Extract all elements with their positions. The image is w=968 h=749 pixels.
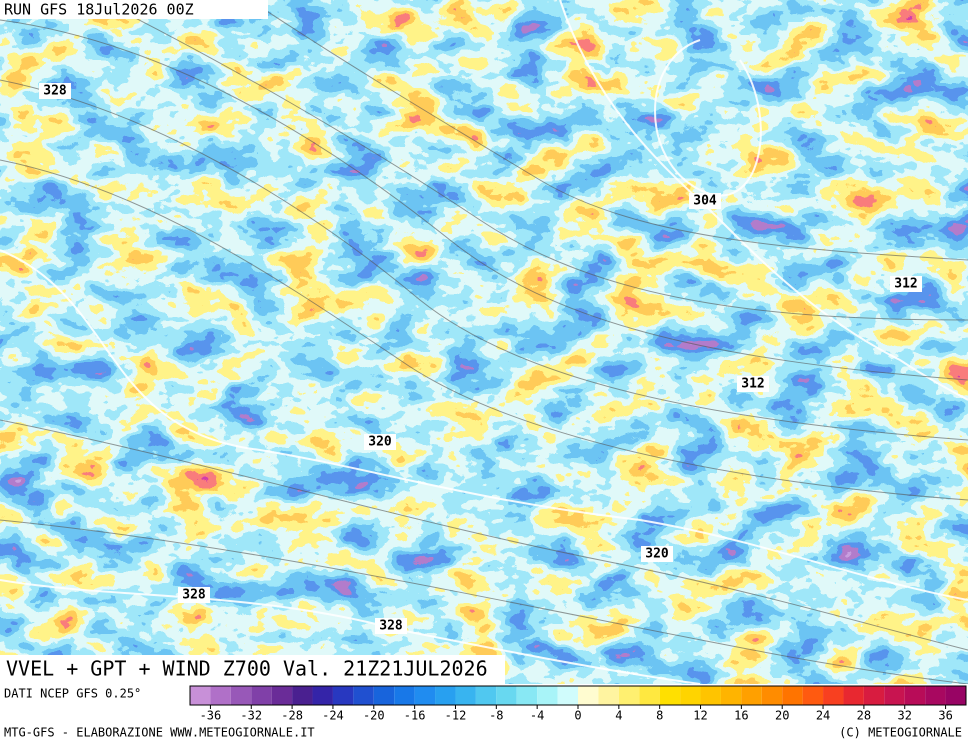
contour-label: 304: [693, 194, 717, 209]
colorbar-segment: [659, 686, 681, 705]
colorbar-tick-label: 16: [734, 709, 748, 723]
colorbar-segment: [435, 686, 456, 705]
contour-label: 320: [645, 547, 669, 562]
colorbar-segment: [863, 686, 885, 705]
contour-label: 328: [182, 588, 206, 603]
colorbar-tick-label: 20: [775, 709, 789, 723]
contour-label-box: [641, 546, 673, 562]
contour-label-box: [737, 376, 769, 392]
colorbar-tick-label: 8: [656, 709, 663, 723]
colorbar-segment: [945, 686, 966, 705]
colorbar-segment: [782, 686, 803, 705]
colorbar-segment: [537, 686, 558, 705]
colorbar-segment: [332, 686, 354, 705]
colorbar-segment: [394, 686, 415, 705]
colorbar-segment: [353, 686, 374, 705]
contour-label: 328: [379, 619, 403, 634]
colorbar-segment: [802, 686, 824, 705]
colorbar-tick-label: -36: [200, 709, 222, 723]
colorbar-segment: [312, 686, 333, 705]
credit: MTG-GFS - ELABORAZIONE WWW.METEOGIORNALE…: [4, 726, 315, 740]
colorbar-segment: [496, 686, 517, 705]
colorbar-segment: [680, 686, 701, 705]
colorbar-segment: [823, 686, 844, 705]
contour-label: 312: [894, 277, 917, 292]
colorbar-segment: [639, 686, 660, 705]
contour-label-box: [178, 587, 210, 603]
contour-label-box: [39, 83, 71, 99]
colorbar-tick-label: -12: [445, 709, 467, 723]
vvel-field: [0, 0, 968, 684]
colorbar-segment: [373, 686, 395, 705]
contour-labels: 328 304 312 312 320 320 328 328: [39, 83, 922, 634]
contour-label-box: [364, 434, 396, 450]
colorbar-segment: [720, 686, 742, 705]
map-title-box: [0, 655, 505, 684]
colorbar-tick-label: 24: [816, 709, 830, 723]
wind-streamlines: [0, 0, 968, 685]
run-box: [0, 0, 268, 19]
colorbar-segment: [190, 686, 211, 705]
colorbar-segment: [516, 686, 538, 705]
colorbar-tick-label: -16: [404, 709, 426, 723]
colorbar-segment: [230, 686, 252, 705]
colorbar-segment: [251, 686, 272, 705]
colorbar-segment: [618, 686, 640, 705]
colorbar-tick-label: -32: [240, 709, 262, 723]
contour-label-box: [689, 193, 721, 209]
colorbar-segment: [455, 686, 476, 705]
colorbar-tick-label: -4: [530, 709, 544, 723]
colorbar-segment: [761, 686, 783, 705]
copyright: (C) METEOGIORNALE: [839, 726, 962, 740]
colorbar: -36 -32 -28 -24 -20 -16 -12 -8 -4 0 4 8 12 16 20 24 28 32…: [189, 685, 967, 723]
contour-label-box: [890, 276, 922, 292]
gpt-contours: [0, 0, 968, 684]
colorbar-tick-label: -8: [489, 709, 503, 723]
colorbar-segment: [843, 686, 864, 705]
colorbar-tick-label: 4: [615, 709, 622, 723]
colorbar-segment: [741, 686, 762, 705]
colorbar-tick-label: 36: [938, 709, 952, 723]
colorbar-tick-label: -20: [363, 709, 385, 723]
colorbar-tick-label: 0: [574, 709, 581, 723]
source: DATI NCEP GFS 0.25°: [4, 687, 141, 701]
colorbar-segment: [414, 686, 436, 705]
contour-label: 312: [741, 377, 764, 392]
colorbar-segment: [598, 686, 619, 705]
contour-label: 320: [368, 435, 392, 450]
colorbar-segment: [884, 686, 905, 705]
contour-label-box: [375, 618, 407, 634]
colorbar-tick-label: 28: [857, 709, 871, 723]
colorbar-tick-label: -24: [322, 709, 344, 723]
colorbar-segment: [475, 686, 497, 705]
contour-label: 328: [43, 84, 67, 99]
colorbar-segment: [904, 686, 926, 705]
colorbar-tick-label: -28: [281, 709, 303, 723]
colorbar-segment: [578, 686, 599, 705]
colorbar-segment: [700, 686, 721, 705]
colorbar-segment: [292, 686, 313, 705]
map-title: VVEL + GPT + WIND Z700 Val. 21Z21JUL2026: [6, 657, 488, 681]
run-label: RUN GFS 18Jul2026 00Z: [4, 1, 194, 19]
colorbar-segment: [557, 686, 578, 705]
colorbar-segment: [271, 686, 293, 705]
colorbar-tick-label: 12: [693, 709, 707, 723]
colorbar-segment: [925, 686, 946, 705]
colorbar-segment: [210, 686, 231, 705]
colorbar-tick-label: 32: [898, 709, 912, 723]
